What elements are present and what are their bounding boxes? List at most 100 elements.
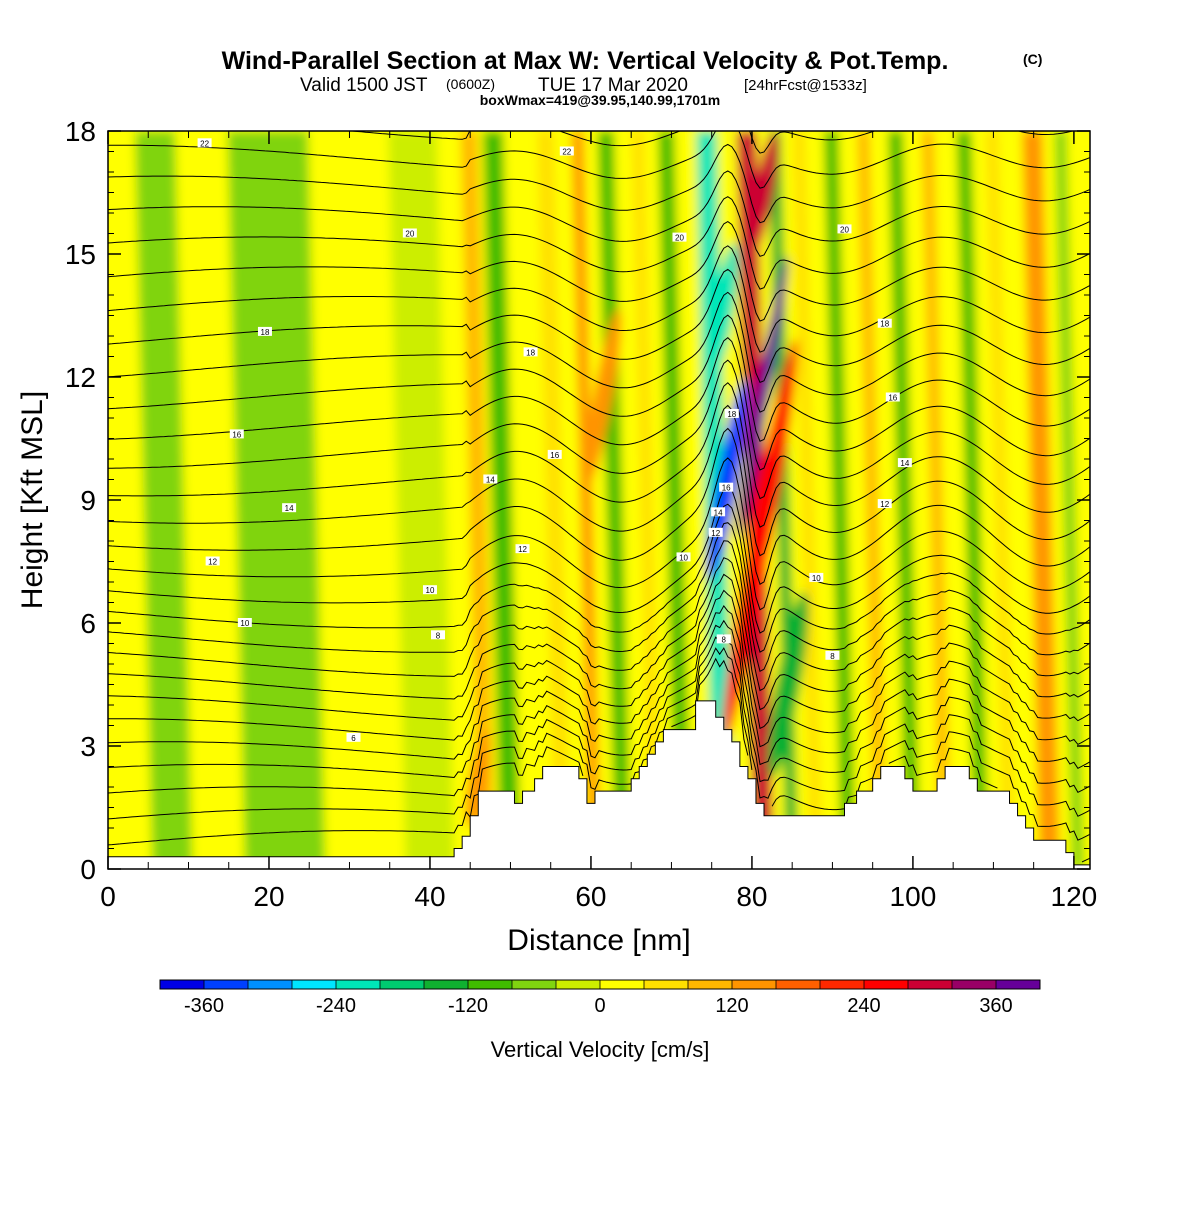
velocity-band-5 <box>537 131 571 869</box>
y-tick-label: 3 <box>80 731 96 762</box>
isentrope-label-22: 8 <box>825 650 840 661</box>
velocity-band-3 <box>460 131 495 869</box>
velocity-blob-2 <box>722 339 798 743</box>
isentrope-line-19 <box>108 291 1090 413</box>
isentrope-label-box <box>877 499 892 509</box>
colorbar: -360 -240 -120 0 120 240 360 <box>159 979 1041 1017</box>
x-tick-label: 60 <box>575 881 606 912</box>
colorbar-swatch-15 <box>820 980 865 989</box>
isentrope-label-28: 12 <box>708 527 723 538</box>
y-axis: 0 3 6 9 12 15 18 <box>65 116 1090 885</box>
isentrope-line-7 <box>108 557 1090 711</box>
isentrope-line-24 <box>108 170 1090 257</box>
isentrope-label-box <box>422 585 437 595</box>
velocity-band-16 <box>888 131 921 869</box>
colorbar-swatch-4 <box>336 980 381 989</box>
isentrope-label-box <box>483 474 498 484</box>
isentrope-label-box <box>719 482 734 492</box>
isentrope-label-text: 10 <box>240 619 249 628</box>
isentrope-label-box <box>547 449 562 459</box>
velocity-band-4 <box>483 131 521 869</box>
isentrope-label-7: 18 <box>877 318 892 329</box>
colorbar-swatch-17 <box>908 980 953 989</box>
isentrope-label-text: 18 <box>526 348 535 357</box>
chart-title: Wind-Parallel Section at Max W: Vertical… <box>222 47 949 75</box>
terrain <box>108 700 1090 869</box>
isentrope-line-0 <box>108 657 1090 863</box>
isentrope-label-text: 16 <box>232 430 241 439</box>
isentrope-label-text: 14 <box>714 508 723 517</box>
isentrope-label-box <box>676 552 691 562</box>
velocity-blob-3 <box>705 242 739 389</box>
colorbar-swatch-7 <box>468 980 513 989</box>
isentrope-label-text: 8 <box>722 635 727 644</box>
velocity-blob-1 <box>736 256 789 539</box>
isentrope-label-box <box>708 527 723 537</box>
isentrope-label-3: 20 <box>672 232 687 243</box>
isentrope-label-20: 10 <box>237 618 252 628</box>
isentrope-line-9 <box>108 522 1090 673</box>
velocity-blob-6 <box>584 308 622 487</box>
isentrope-label-16: 12 <box>877 499 892 509</box>
isentrope-label-text: 8 <box>436 631 441 640</box>
isentrope-line-22 <box>108 221 1090 322</box>
colorbar-tick-label: -120 <box>448 995 488 1017</box>
isentrope-label-text: 16 <box>550 451 559 460</box>
isentrope-label-text: 22 <box>562 148 571 157</box>
isentrope-label-box <box>197 138 212 148</box>
isentrope-label-21: 8 <box>431 630 446 640</box>
colorbar-tick-label: 120 <box>715 995 748 1017</box>
isentrope-line-15 <box>108 382 1090 528</box>
isentrope-line-17 <box>108 337 1090 471</box>
subtitle-forecast: [24hrFcst@1533z] <box>744 77 867 94</box>
y-axis-label: Height [Kft MSL] <box>16 391 49 609</box>
colorbar-swatch-16 <box>864 980 909 989</box>
colorbar-swatch-10 <box>600 980 645 989</box>
isentrope-label-box <box>237 618 252 627</box>
velocity-band-11 <box>736 131 775 869</box>
velocity-band-8 <box>631 131 662 869</box>
isentrope-labels: 22 22 20 20 20 18 18 18 16 16 16 14 14 14 12 12 12 10 10 10… <box>197 138 912 743</box>
subtitle-box: boxWmax=419@39.95,140.99,1701m <box>480 92 721 108</box>
isentrope-label-box <box>809 572 824 582</box>
y-tick-label: 9 <box>80 485 96 516</box>
isentrope-label-box <box>282 503 297 513</box>
isentrope-label-box <box>825 650 840 660</box>
velocity-band-15 <box>857 131 887 869</box>
isentrope-label-text: 14 <box>285 504 294 513</box>
isentrope-label-box <box>523 347 538 357</box>
colorbar-swatch-12 <box>688 980 733 989</box>
y-tick-label: 18 <box>65 116 96 147</box>
isentrope-label-11: 14 <box>282 503 297 513</box>
isentrope-label-box <box>431 630 446 640</box>
colorbar-swatch-11 <box>644 980 689 989</box>
colorbar-tick-label: 360 <box>979 995 1012 1017</box>
isentrope-line-6 <box>108 573 1090 730</box>
x-tick-label: 40 <box>414 881 445 912</box>
isentrope-label-text: 8 <box>830 652 835 661</box>
x-axis: 0 20 40 60 80 100 120 <box>100 131 1097 912</box>
isentrope-label-4: 20 <box>837 224 852 234</box>
isentrope-line-8 <box>108 540 1090 692</box>
velocity-band-17 <box>921 131 952 869</box>
isentrope-line-23 <box>108 196 1090 290</box>
isentrope-label-9: 16 <box>547 449 562 460</box>
isentrope-label-text: 6 <box>351 734 356 743</box>
colorbar-swatch-1 <box>204 980 249 989</box>
isentrope-label-text: 16 <box>722 484 731 493</box>
isentrope-label-box <box>229 429 244 439</box>
isentrope-label-text: 18 <box>261 328 270 337</box>
isentrope-label-box <box>402 228 417 238</box>
isentrope-line-4 <box>108 604 1090 769</box>
x-tick-label: 20 <box>253 881 284 912</box>
isentrope-line-5 <box>108 589 1090 748</box>
isentrope-label-14: 12 <box>205 556 220 567</box>
velocity-band-13 <box>792 131 823 869</box>
y-tick-label: 0 <box>80 854 96 885</box>
isentrope-label-text: 20 <box>840 225 849 234</box>
velocity-band-7 <box>597 131 632 869</box>
colorbar-swatch-8 <box>512 980 557 989</box>
isentrope-label-box <box>672 232 687 242</box>
isentrope-label-box <box>716 634 731 644</box>
isentrope-label-box <box>877 318 892 328</box>
